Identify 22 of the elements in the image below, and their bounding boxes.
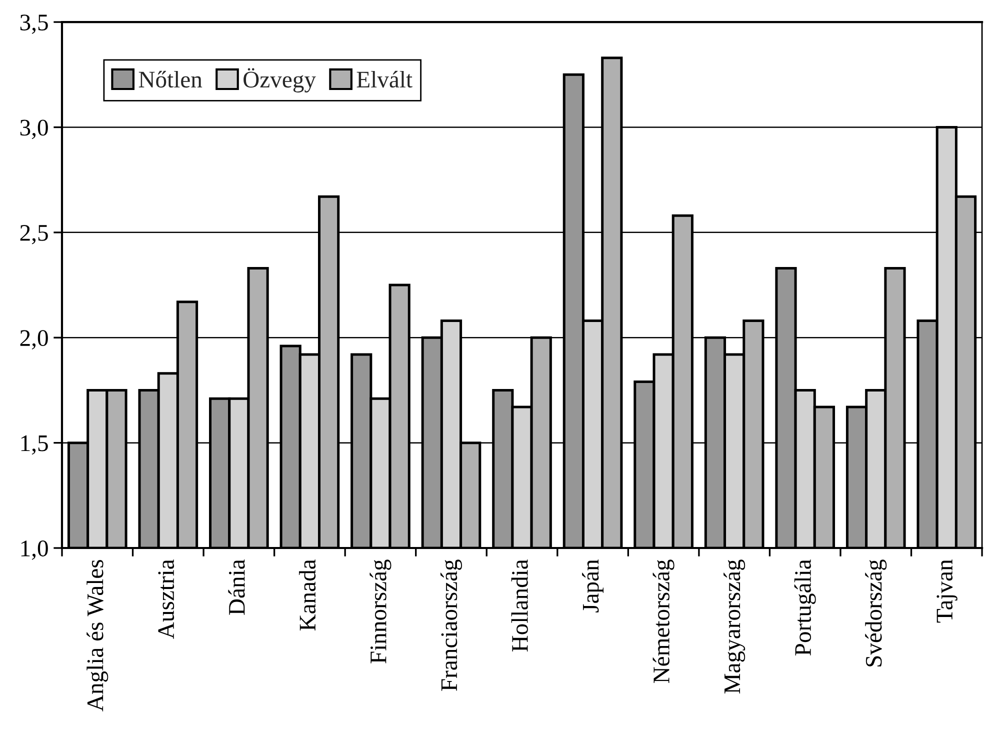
x-tick-label: Kanada (298, 559, 316, 631)
x-tick-label: Magyarország (724, 560, 746, 694)
y-tick-label: 2,0 (20, 330, 48, 350)
y-tick-label: 3,0 (20, 120, 48, 140)
x-tick-label: Anglia és Wales (86, 560, 108, 712)
legend-label: Özvegy (244, 68, 316, 92)
legend-label: Nőtlen (138, 70, 202, 88)
x-tick-label: Franciaország (440, 560, 462, 691)
x-tick-label: Svédország (865, 560, 887, 666)
legend-label: Elvált (356, 70, 412, 88)
x-tick-label: Portugália (794, 559, 816, 656)
y-tick-label: 1,0 (21, 540, 48, 560)
x-tick-label: Tajvan (936, 559, 958, 623)
x-tick-label: Japán (582, 559, 604, 612)
x-tick-label: Finnország (370, 560, 392, 664)
x-tick-label: Hollandia (511, 559, 528, 652)
x-tick-label: Dánia (228, 559, 245, 615)
x-tick-label: Ausztria (158, 559, 174, 639)
y-tick-label: 3,5 (20, 14, 48, 34)
y-tick-label: 2,5 (20, 224, 48, 244)
y-tick-label: 1,5 (21, 435, 48, 455)
x-tick-label: Németország (652, 560, 674, 684)
